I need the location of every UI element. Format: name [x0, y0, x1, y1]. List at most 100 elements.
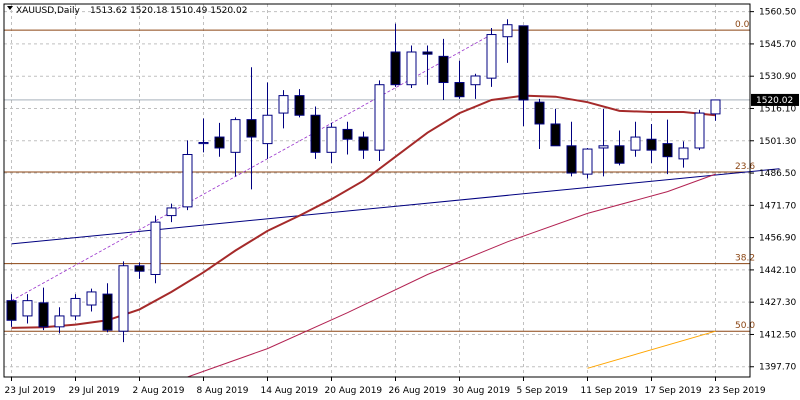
- candle[interactable]: [134, 262, 145, 279]
- candle[interactable]: [150, 215, 161, 284]
- candle-body-bear: [310, 114, 321, 153]
- candle[interactable]: [582, 147, 593, 179]
- candle[interactable]: [534, 98, 545, 150]
- y-tick-label: 1412.50: [759, 330, 796, 340]
- x-tick-label: 29 Jul 2019: [69, 386, 120, 396]
- candle[interactable]: [406, 45, 417, 88]
- candle[interactable]: [166, 203, 177, 223]
- x-tick-label: 23 Sep 2019: [709, 386, 766, 396]
- candle[interactable]: [566, 121, 577, 177]
- candle[interactable]: [454, 60, 465, 99]
- current-price-box: [751, 93, 799, 106]
- moving-average-slow[interactable]: [187, 173, 716, 378]
- fib-level-label: 50.0: [735, 321, 755, 331]
- candle[interactable]: [38, 287, 49, 331]
- candle-body-bull: [406, 51, 417, 86]
- candle-body-bull: [502, 24, 513, 38]
- fib-level-label: 0.0: [735, 20, 750, 30]
- candle[interactable]: [694, 109, 705, 151]
- candle[interactable]: [550, 108, 561, 147]
- y-tick-label: 1530.90: [759, 72, 796, 82]
- x-tick-label: 11 Sep 2019: [581, 386, 638, 396]
- candle[interactable]: [358, 131, 369, 159]
- y-tick-label: 1442.10: [759, 266, 796, 276]
- candle[interactable]: [54, 307, 65, 334]
- candle[interactable]: [598, 108, 609, 177]
- candle[interactable]: [518, 25, 529, 127]
- candle[interactable]: [118, 261, 129, 343]
- candle-body-bull: [70, 297, 81, 317]
- candle-body-bull: [486, 34, 497, 79]
- candle[interactable]: [678, 141, 689, 168]
- candle[interactable]: [230, 117, 241, 177]
- candle-body-bear: [566, 145, 577, 174]
- candle[interactable]: [614, 130, 625, 166]
- candle-body-bear: [646, 138, 657, 151]
- candle[interactable]: [262, 82, 273, 159]
- candle[interactable]: [326, 122, 337, 164]
- fib-levels-layer: 0.0 23.6 38.2 50.0: [4, 20, 755, 332]
- y-tick-label: 1471.70: [759, 201, 796, 211]
- candle-body-bull: [678, 147, 689, 160]
- candle[interactable]: [342, 121, 353, 155]
- candle-body-bear: [358, 136, 369, 151]
- candle[interactable]: [22, 294, 33, 324]
- candles-layer: [6, 19, 721, 343]
- x-tick-label: 17 Sep 2019: [645, 386, 702, 396]
- candle[interactable]: [102, 283, 113, 333]
- candle-body-bear: [390, 51, 401, 86]
- candle[interactable]: [182, 140, 193, 211]
- candle-body-bull: [22, 300, 33, 317]
- candle-body-bear: [454, 82, 465, 98]
- candle-body-bear: [534, 101, 545, 125]
- candle[interactable]: [710, 99, 721, 121]
- candle[interactable]: [310, 106, 321, 159]
- candle[interactable]: [374, 80, 385, 162]
- candle[interactable]: [278, 90, 289, 129]
- candle-body-bull: [54, 315, 65, 328]
- y-tick-label: 1486.50: [759, 169, 796, 179]
- candle[interactable]: [294, 89, 305, 118]
- fib-level-label: 38.2: [735, 254, 755, 264]
- candle[interactable]: [214, 122, 225, 157]
- candle-body-bear: [422, 51, 433, 55]
- candle[interactable]: [422, 45, 433, 85]
- y-tick-label: 1545.70: [759, 40, 796, 50]
- candle-body-bear: [518, 25, 529, 101]
- candle[interactable]: [70, 294, 81, 321]
- candle[interactable]: [646, 123, 657, 164]
- candle[interactable]: [470, 73, 481, 99]
- candle[interactable]: [662, 119, 673, 175]
- candle-body-bear: [102, 293, 113, 331]
- x-tick-label: 20 Aug 2019: [325, 386, 383, 396]
- candle-body-bear: [294, 95, 305, 116]
- trendline-blue[interactable]: [11, 168, 780, 245]
- candle-body-bull: [182, 154, 193, 208]
- candle[interactable]: [6, 294, 17, 327]
- candle-body-bull: [374, 84, 385, 151]
- candle[interactable]: [630, 121, 641, 157]
- candle[interactable]: [86, 288, 97, 312]
- x-tick-label: 2 Aug 2019: [133, 386, 185, 396]
- candle-body-bear: [214, 136, 225, 149]
- x-tick-label: 5 Sep 2019: [517, 386, 569, 396]
- candle-body-bear: [550, 123, 561, 147]
- candle-body-bull: [262, 114, 273, 145]
- candle[interactable]: [438, 38, 449, 100]
- candle-body-bull: [326, 126, 337, 153]
- collapse-triangle-icon[interactable]: [7, 6, 13, 10]
- candle[interactable]: [502, 19, 513, 63]
- candle[interactable]: [486, 27, 497, 87]
- orange-line[interactable]: [587, 330, 716, 369]
- moving-average-fast[interactable]: [11, 94, 716, 329]
- x-tick-label: 14 Aug 2019: [261, 386, 319, 396]
- candle[interactable]: [246, 67, 257, 190]
- candle-body-bull: [710, 99, 721, 115]
- candle[interactable]: [390, 23, 401, 87]
- candle[interactable]: [198, 118, 209, 153]
- ohlc-label: 1513.62 1520.18 1510.49 1520.02: [90, 6, 247, 16]
- y-tick-label: 1501.30: [759, 137, 796, 147]
- candle-body-bull: [470, 75, 481, 86]
